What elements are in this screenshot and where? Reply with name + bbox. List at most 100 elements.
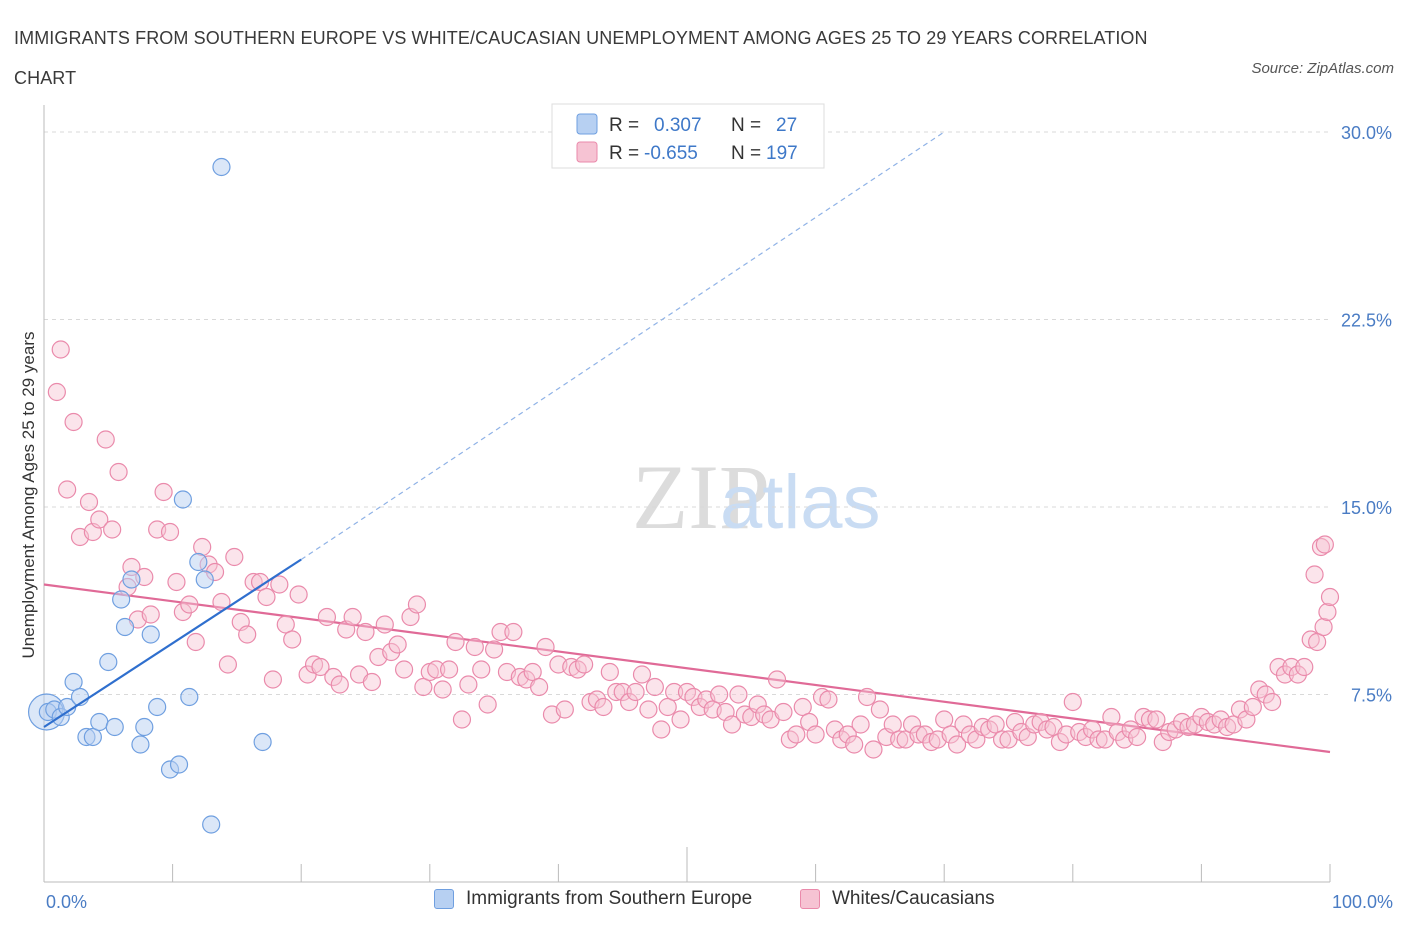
point-whites <box>645 677 664 697</box>
point-immigrants <box>64 672 83 692</box>
point-whites <box>270 575 289 594</box>
trend-lines <box>43 131 1331 754</box>
legend-n-value-1: 27 <box>776 115 797 136</box>
axes <box>43 105 1331 883</box>
point-whites <box>79 492 99 512</box>
legend-n-label-1: N = <box>731 115 761 136</box>
point-whites <box>478 695 497 714</box>
point-whites <box>1050 732 1070 752</box>
swatch-blue <box>434 889 454 909</box>
point-whites <box>1153 732 1172 752</box>
point-whites <box>193 537 212 557</box>
point-whites <box>356 622 375 642</box>
point-whites <box>787 725 806 744</box>
point-whites <box>935 710 954 729</box>
point-whites <box>954 715 973 734</box>
point-whites <box>1315 535 1334 554</box>
point-whites <box>1063 692 1082 712</box>
point-whites <box>459 675 478 694</box>
tick-labels: 7.5% 15.0% 22.5% 30.0% 0.0% 100.0% <box>46 123 1393 912</box>
legend-swatch-blue <box>576 113 598 135</box>
legend-item-whites: Whites/Caucasians <box>800 888 995 910</box>
point-whites <box>870 700 890 719</box>
point-whites <box>109 462 128 482</box>
point-whites <box>154 482 173 502</box>
point-immigrants <box>99 652 118 672</box>
point-whites <box>276 615 295 634</box>
point-immigrants <box>189 552 208 572</box>
point-whites <box>607 682 626 702</box>
point-whites <box>51 340 70 359</box>
point-whites <box>1089 730 1108 749</box>
point-whites <box>504 622 523 642</box>
point-whites <box>613 682 632 702</box>
point-whites <box>992 730 1012 749</box>
y-tick-label-2: 22.5% <box>1341 311 1392 331</box>
point-whites <box>652 720 671 739</box>
point-whites <box>1243 697 1262 717</box>
point-whites <box>1263 692 1282 712</box>
point-whites <box>263 670 283 689</box>
point-whites <box>1005 712 1025 732</box>
source-label: Source: ZipAtlas.com <box>1251 60 1394 77</box>
point-whites <box>947 735 967 754</box>
point-immigrants <box>169 755 189 774</box>
point-whites <box>485 640 504 659</box>
point-whites <box>375 615 394 634</box>
point-whites <box>1140 710 1160 729</box>
watermark-zip: ZIP <box>632 446 770 548</box>
point-whites <box>793 697 812 717</box>
point-whites <box>465 637 484 657</box>
point-whites <box>394 660 414 679</box>
point-whites <box>748 695 767 714</box>
point-whites <box>218 655 237 674</box>
legend-r-label-1: R = <box>609 115 639 136</box>
point-whites <box>890 730 909 749</box>
point-whites <box>632 665 652 684</box>
point-whites <box>722 715 742 734</box>
point-whites <box>257 587 276 607</box>
point-whites <box>620 692 639 712</box>
point-whites <box>774 702 793 722</box>
point-whites <box>160 522 180 542</box>
point-whites <box>1269 657 1288 677</box>
point-whites <box>1275 665 1295 684</box>
point-whites <box>1127 727 1147 747</box>
point-whites <box>857 687 877 707</box>
point-whites <box>594 697 613 717</box>
point-immigrants <box>195 570 214 589</box>
point-whites <box>343 607 362 627</box>
point-whites <box>587 690 607 709</box>
point-whites <box>173 602 192 622</box>
point-whites <box>1288 665 1307 684</box>
point-whites <box>639 700 658 719</box>
point-whites <box>362 672 382 692</box>
point-whites <box>838 725 857 744</box>
point-whites <box>1102 707 1121 727</box>
point-whites <box>1121 720 1140 739</box>
x-tick-label-1: 100.0% <box>1332 892 1393 912</box>
point-whites <box>446 632 465 652</box>
x-tick-label-0: 0.0% <box>46 892 87 912</box>
point-immigrants <box>105 717 124 737</box>
point-whites <box>1295 657 1314 677</box>
bottom-legend: Immigrants from Southern Europe Whites/C… <box>0 888 1406 918</box>
point-whites <box>1318 602 1337 622</box>
point-whites <box>1082 720 1102 739</box>
point-immigrants <box>173 490 192 509</box>
point-whites <box>902 715 922 734</box>
trend-line-immigrants <box>43 558 302 728</box>
point-immigrants <box>112 590 131 609</box>
point-whites <box>1320 587 1340 607</box>
point-whites <box>1282 657 1301 677</box>
y-tick-label-1: 15.0% <box>1341 498 1392 518</box>
point-whites <box>845 735 864 754</box>
legend-r-label-2: R = <box>609 143 639 164</box>
point-whites <box>729 685 748 704</box>
point-immigrants <box>141 625 160 644</box>
point-whites <box>103 520 122 539</box>
point-whites <box>225 547 244 567</box>
point-whites <box>472 660 491 679</box>
legend-n-value-2: 197 <box>766 143 798 164</box>
point-whites <box>180 595 199 614</box>
